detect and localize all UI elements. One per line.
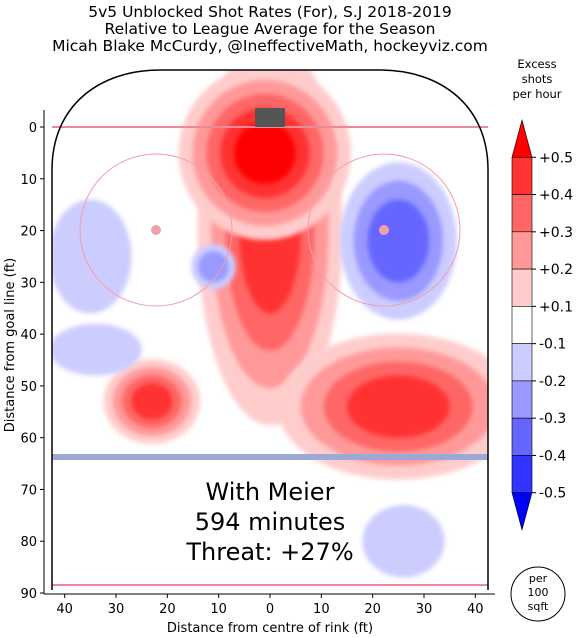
y-axis-label: Distance from goal line (ft) (3, 258, 18, 432)
right-faceoff-dot (379, 225, 389, 235)
colorbar-segment (511, 268, 533, 307)
colorbar-segment (511, 231, 533, 270)
heat-region-left-wall-cold (52, 199, 132, 314)
colorbar-tick-label: -0.4 (539, 448, 566, 464)
x-axis-label: Distance from centre of rink (ft) (167, 621, 373, 636)
player-label: With Meier (206, 478, 335, 506)
x-tick-label: 20 (159, 602, 176, 617)
title-line-3: Micah Blake McCurdy, @IneffectiveMath, h… (52, 37, 488, 55)
x-tick-label: 0 (266, 602, 274, 617)
heat-region-right-neutral-cold (362, 504, 445, 578)
y-tick-label: 0 (29, 121, 37, 136)
blue-line (52, 454, 488, 460)
heat-region-left-point-cold (52, 323, 142, 376)
colorbar: Excess shots per hour +0.5+0.4+0.3+0.2+0… (511, 57, 573, 532)
left-faceoff-dot (151, 225, 161, 235)
heat-region-left-pocket (103, 358, 201, 445)
left-faceoff-circle (79, 153, 233, 307)
colorbar-segment (511, 343, 533, 382)
y-tick-label: 40 (20, 328, 37, 343)
heat-contour (346, 375, 450, 438)
heat-contour (198, 251, 229, 283)
heat-contour (234, 121, 296, 184)
title-line-2: Relative to League Average for the Seaso… (105, 20, 436, 38)
colorbar-segment (511, 306, 533, 344)
heat-region-right-faceoff-cold (339, 162, 457, 320)
colorbar-title-line-1: Excess (517, 57, 556, 71)
heat-region-mid-cold (191, 244, 236, 290)
unit-note-line-3: sqft (528, 600, 549, 613)
y-tick-label: 70 (20, 483, 37, 498)
y-tick-label: 20 (20, 225, 37, 240)
heat-contour (362, 504, 445, 578)
colorbar-tick-label: -0.3 (539, 411, 566, 427)
colorbar-segment (511, 380, 533, 419)
y-tick-label: 80 (20, 535, 37, 550)
rink-boards (51, 69, 489, 590)
unit-note: per 100 sqft (510, 566, 566, 622)
threat-label: Threat: +27% (185, 538, 353, 566)
y-tick-label: 50 (20, 380, 37, 395)
colorbar-tick-label: -0.1 (539, 337, 566, 353)
unit-note-circle (510, 566, 566, 622)
minutes-label: 594 minutes (195, 508, 346, 536)
colorbar-title-line-2: shots (522, 72, 553, 86)
x-tick-label: 10 (210, 602, 227, 617)
axes: 0 10 20 30 40 50 60 70 80 90 40 30 20 10 0 10 20 30 40 Di… (3, 110, 495, 636)
x-tick-label: 30 (416, 602, 433, 617)
y-tick-label: 30 (20, 276, 37, 291)
unit-note-line-2: 100 (528, 586, 549, 599)
colorbar-title-line-3: per hour (512, 87, 561, 101)
chart-title: 5v5 Unblocked Shot Rates (For), S.J 2018… (52, 3, 488, 55)
right-faceoff-circle (307, 153, 461, 307)
heat-region-right-low (277, 333, 488, 480)
y-tick-label: 90 (20, 587, 37, 602)
heat-region-slot-upper (178, 70, 352, 240)
unit-note-line-1: per (529, 572, 548, 585)
colorbar-segment (511, 156, 533, 195)
colorbar-segment (511, 417, 533, 456)
colorbar-segment (511, 194, 533, 233)
colorbar-tick-label: -0.5 (539, 486, 566, 502)
colorbar-tick-label: +0.4 (539, 188, 573, 204)
goal-net (255, 108, 285, 127)
colorbar-segment (511, 492, 533, 532)
y-tick-label: 10 (20, 173, 37, 188)
x-tick-label: 30 (108, 602, 125, 617)
heat-contour (367, 199, 430, 283)
x-tick-label: 10 (313, 602, 330, 617)
y-ticks: 0 10 20 30 40 50 60 70 80 90 (20, 121, 44, 602)
colorbar-tick-label: +0.2 (539, 262, 573, 278)
x-tick-label: 40 (467, 602, 484, 617)
colorbar-segment (511, 118, 533, 158)
heat-contour (52, 199, 132, 314)
colorbar-ticks: +0.5 +0.4 +0.3 +0.2 +0.1 -0.1 -0.2 -0.3 -0.4 -0.5 (532, 150, 573, 502)
colorbar-segment (511, 455, 533, 494)
title-line-1: 5v5 Unblocked Shot Rates (For), S.J 2018… (88, 3, 451, 21)
heat-contour (52, 323, 142, 376)
colorbar-tick-label: +0.1 (539, 299, 573, 315)
x-ticks: 40 30 20 10 0 10 20 30 40 (56, 594, 484, 617)
heat-contour (131, 383, 173, 420)
x-tick-label: 40 (56, 602, 73, 617)
heatmap-layer (52, 70, 488, 578)
rink-markings (51, 69, 489, 590)
colorbar-tick-label: -0.2 (539, 374, 566, 390)
colorbar-tick-label: +0.5 (539, 150, 573, 166)
overlay-text: With Meier 594 minutes Threat: +27% (185, 478, 353, 566)
x-tick-label: 20 (364, 602, 381, 617)
colorbar-segments (511, 118, 533, 532)
y-tick-label: 60 (20, 432, 37, 447)
colorbar-tick-label: +0.3 (539, 225, 573, 241)
